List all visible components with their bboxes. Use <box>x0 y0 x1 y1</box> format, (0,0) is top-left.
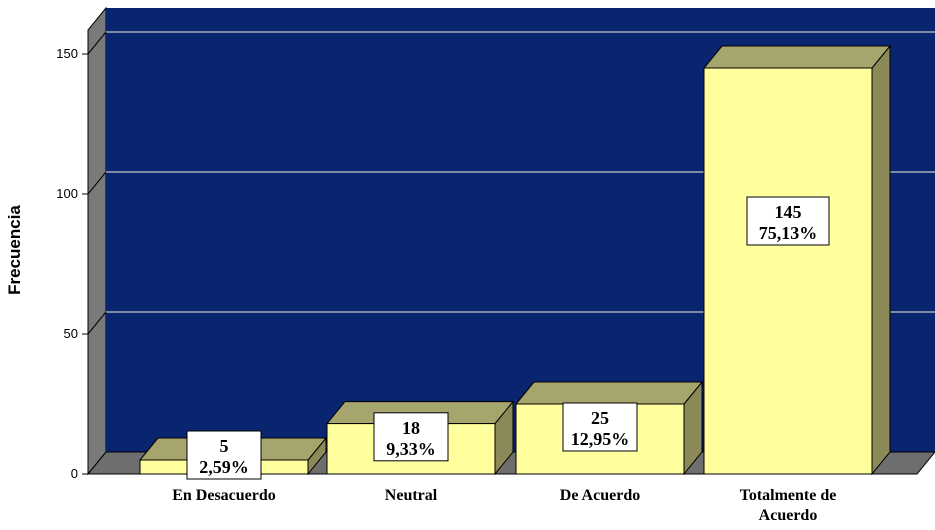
x-tick-label: Acuerdo <box>759 507 818 524</box>
x-axis-labels: En Desacuerdo Neutral De Acuerdo Totalmente… <box>172 487 836 524</box>
data-label-box <box>373 412 449 462</box>
data-label-count: 145 <box>775 202 802 222</box>
bar <box>703 67 873 475</box>
y-axis: 0 50 100 150 <box>56 46 88 481</box>
x-tick-label: De Acuerdo <box>560 487 640 504</box>
data-label-count: 5 <box>220 436 229 456</box>
bar-group: 52,59% <box>138 430 328 480</box>
data-label-count: 25 <box>591 408 609 428</box>
y-tick-label: 100 <box>56 186 78 201</box>
gridline-wall <box>87 31 107 55</box>
left-wall <box>87 6 107 476</box>
data-label: 52,59% <box>186 430 262 480</box>
x-tick-label: Totalmente de <box>740 487 837 504</box>
x-tick-label: Neutral <box>385 487 438 504</box>
data-label-box <box>562 402 638 452</box>
data-label-percent: 75,13% <box>759 223 818 243</box>
y-axis-label: Frecuencia <box>5 205 24 295</box>
y-tick-label: 0 <box>71 466 78 481</box>
data-label: 189,33% <box>373 412 449 462</box>
y-tick-label: 150 <box>56 46 78 61</box>
data-label-box <box>186 430 262 480</box>
data-label-percent: 9,33% <box>386 439 436 459</box>
y-tick-label: 50 <box>64 326 78 341</box>
x-tick-label: En Desacuerdo <box>172 487 276 504</box>
data-label-box <box>746 196 830 246</box>
bar-side <box>871 44 891 476</box>
bar-top <box>702 45 892 69</box>
bar-group: 189,33% <box>325 400 515 476</box>
gridline-wall <box>87 311 107 335</box>
data-label-percent: 2,59% <box>199 457 249 477</box>
data-label-count: 18 <box>402 418 420 438</box>
bar-top <box>514 381 704 405</box>
data-label-percent: 12,95% <box>571 429 630 449</box>
gridline-wall <box>87 171 107 195</box>
